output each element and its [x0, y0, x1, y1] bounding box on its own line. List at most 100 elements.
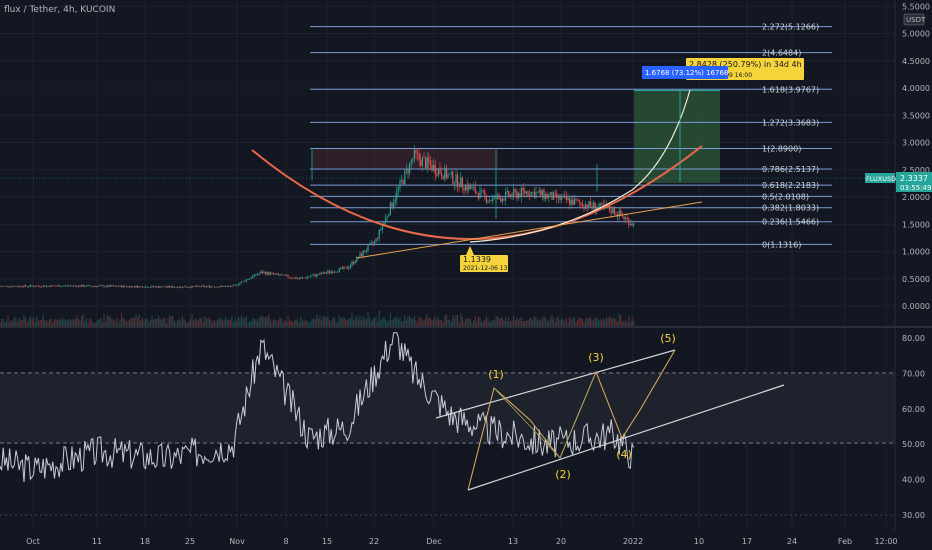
candle-body: [103, 285, 105, 287]
candle-body: [12, 286, 14, 287]
volume-bar: [564, 321, 566, 326]
candle-body: [42, 285, 44, 287]
candle-body: [37, 285, 39, 287]
volume-bar: [281, 318, 283, 326]
volume-bar: [213, 319, 215, 326]
candle-body: [257, 274, 259, 276]
volume-bar: [47, 321, 49, 326]
candle-body: [221, 285, 223, 287]
candle-body: [506, 190, 508, 193]
candle-body: [381, 225, 383, 230]
candle-body: [508, 190, 510, 197]
candle-body: [317, 274, 319, 275]
volume-bar: [31, 319, 33, 326]
volume-bar: [415, 320, 417, 326]
candle-body: [450, 171, 452, 174]
low-price-callout[interactable]: 1.1339 2021-12-06 13:00: [460, 246, 517, 272]
candle-body: [212, 286, 214, 288]
volume-bar: [444, 316, 446, 326]
projection-curve[interactable]: [469, 89, 691, 243]
volume-bar: [581, 318, 583, 326]
candle-body: [146, 286, 148, 288]
candle-body: [53, 285, 55, 287]
candle-body: [169, 286, 171, 288]
candle-body: [311, 275, 313, 277]
candle-body: [149, 287, 151, 288]
volume-bar: [413, 315, 415, 326]
volume-bar: [605, 317, 607, 326]
candle-body: [493, 195, 495, 198]
rsi-channel-lower[interactable]: [467, 384, 785, 491]
volume-bar: [433, 319, 435, 326]
candle-body: [393, 202, 395, 208]
candle-body: [578, 200, 580, 203]
candle-body: [194, 286, 196, 287]
candle-body: [615, 214, 617, 215]
long-position-box[interactable]: [634, 90, 720, 183]
candle-body: [490, 200, 492, 202]
candle-body: [388, 215, 390, 217]
volume-bar: [284, 320, 286, 326]
candle-body: [484, 191, 486, 196]
volume-bar: [495, 316, 497, 326]
candle-body: [186, 287, 188, 288]
wave-label: (1): [488, 368, 504, 381]
candle-body: [242, 280, 244, 282]
candle-body: [549, 192, 551, 195]
position-label[interactable]: 1.6768 (73.12%) 16768: [642, 66, 728, 79]
wave-label: (5): [660, 332, 676, 345]
candle-body: [124, 285, 126, 287]
candle-body: [153, 286, 155, 287]
volume-bar: [4, 322, 6, 326]
price-tick-label: 0.5000: [902, 275, 930, 284]
candle-body: [233, 285, 235, 286]
volume-bar: [173, 320, 175, 326]
volume-bar: [319, 315, 321, 326]
volume-bar: [249, 320, 251, 326]
candle-body: [428, 157, 430, 163]
candle-body: [74, 285, 76, 287]
volume-bar: [532, 319, 534, 326]
volume-bar: [265, 316, 267, 326]
volume-bar: [95, 321, 97, 326]
candle-body: [85, 285, 87, 287]
candle-body: [81, 285, 83, 287]
candle-body: [164, 286, 166, 288]
volume-bar: [471, 322, 473, 326]
volume-bar: [271, 321, 273, 326]
volume-bar: [393, 318, 395, 326]
candle-body: [95, 286, 97, 287]
candle-body: [447, 174, 449, 178]
volume-bar: [161, 319, 163, 326]
fib-extension[interactable]: 0(1.1316) 0.236(1.5466) 0.382(1.8033) 0.5(2…: [310, 23, 832, 250]
rsi-channel-upper[interactable]: [435, 349, 676, 419]
currency-badge[interactable]: USDT: [903, 13, 926, 26]
volume-bar: [530, 318, 532, 326]
volume-bar: [146, 318, 148, 326]
volume-bar: [314, 319, 316, 326]
symbol-tag: FLUXUSDT: [866, 175, 900, 183]
candle-body: [69, 285, 71, 287]
volume-bar: [527, 320, 529, 326]
current-price-tag[interactable]: FLUXUSDT 2.3337 03:55:49: [865, 172, 932, 192]
candle-body: [268, 272, 270, 275]
candle-body: [73, 285, 75, 287]
volume-bar: [290, 320, 292, 326]
volume-bar: [39, 320, 41, 326]
volume-bar: [489, 322, 491, 326]
price-axis-ticks: 5.5000 5.0000 4.5000 4.0000 3.5000 3.0000 2.50…: [902, 2, 930, 311]
candle-body: [383, 221, 385, 226]
candle-body: [197, 285, 199, 287]
volume-bar: [479, 318, 481, 326]
volume-bar: [45, 320, 47, 326]
chart-title: flux / Tether, 4h, KUCOIN: [4, 5, 115, 15]
candle-body: [106, 285, 108, 287]
candle-body: [68, 285, 70, 287]
candle-body: [501, 198, 503, 202]
candle-body: [226, 286, 228, 287]
candle-body: [111, 285, 113, 287]
time-tick-label: 2022: [623, 537, 643, 546]
candle-body: [610, 210, 612, 214]
trend-line[interactable]: [356, 201, 703, 259]
